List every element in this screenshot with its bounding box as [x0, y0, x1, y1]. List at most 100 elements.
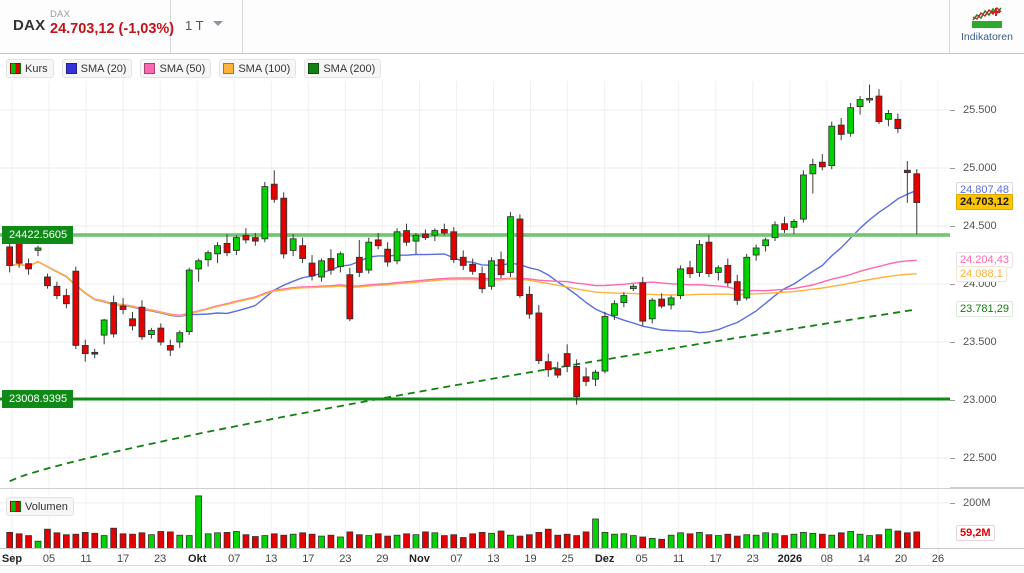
candle — [100, 318, 108, 345]
timeframe-label: 1 T — [185, 18, 204, 33]
legend-item-kurs[interactable]: Kurs — [6, 59, 54, 78]
volume-bar — [261, 535, 269, 549]
legend-item-sma-100[interactable]: SMA (100) — [219, 59, 297, 78]
candle — [714, 265, 722, 281]
last-price-badge[interactable]: 24.703,12 — [956, 194, 1013, 211]
volume-bar — [299, 532, 307, 549]
time-axis-label: 29 — [376, 553, 389, 565]
volume-bar — [25, 535, 32, 549]
candle — [318, 258, 325, 282]
legend-item-sma-20[interactable]: SMA (20) — [61, 59, 133, 78]
time-axis-label: 07 — [228, 553, 241, 565]
candle — [53, 281, 61, 300]
volume-bar — [450, 534, 458, 549]
time-gridline — [493, 549, 495, 573]
volume-bar — [535, 532, 543, 549]
volume-bar — [592, 518, 599, 549]
symbol-cell[interactable]: DAX DAX 24.703,12 (-1,03%) — [0, 0, 174, 53]
price-tick — [950, 342, 955, 343]
candle — [289, 234, 297, 257]
legend-label: Kurs — [25, 62, 48, 75]
candle — [837, 118, 845, 141]
volume-legend-item[interactable]: Volumen — [6, 497, 74, 516]
candle — [658, 293, 666, 309]
volume-bar — [204, 533, 212, 549]
sma-line-100 — [9, 261, 917, 317]
volume-bar — [280, 534, 288, 549]
candle — [176, 330, 184, 348]
time-gridline — [678, 549, 680, 573]
time-gridline — [567, 549, 569, 573]
volume-bar — [223, 532, 231, 549]
price-axis[interactable]: 25.500 25.000 24.500 24.000 23.500 23.000 22.5… — [950, 81, 1024, 488]
legend-item-sma-200[interactable]: SMA (200) — [304, 59, 382, 78]
sma200-value-badge[interactable]: 23.781,29 — [956, 301, 1013, 318]
volume-bar — [412, 534, 420, 549]
price-tick-label: 24.500 — [963, 220, 997, 232]
candle — [412, 232, 420, 254]
timeframe-selector[interactable]: 1 T — [171, 0, 243, 53]
volume-bar — [81, 532, 89, 549]
volume-bar — [308, 533, 316, 549]
last-volume-badge[interactable]: 59,2M — [956, 525, 995, 541]
volume-bar — [469, 533, 477, 549]
candle — [828, 121, 836, 170]
volume-bar — [129, 533, 136, 549]
time-gridline — [456, 549, 458, 573]
volume-bar — [904, 532, 911, 549]
volume-bar — [422, 531, 429, 549]
volume-bar — [185, 535, 193, 549]
support-line-label[interactable]: 23008.9395 — [2, 389, 74, 408]
time-gridline — [12, 549, 13, 573]
price-tick — [950, 226, 955, 227]
time-axis-label: 23 — [746, 553, 759, 565]
volume-axis[interactable]: 200M 59,2M — [950, 488, 1024, 549]
candle — [44, 273, 51, 289]
sma100-value-badge[interactable]: 24.088,1 — [956, 265, 1007, 282]
price-tick — [950, 168, 955, 169]
volume-bar — [544, 528, 552, 549]
time-axis-label: 17 — [116, 553, 130, 565]
time-gridline — [900, 549, 902, 573]
volume-bar — [119, 533, 127, 549]
candle — [563, 344, 571, 373]
time-gridline — [197, 549, 199, 573]
volume-bar — [696, 532, 703, 549]
candle — [743, 253, 751, 301]
time-axis-label: 23 — [154, 553, 167, 565]
candle — [507, 212, 514, 278]
indicators-button[interactable]: Indikatoren — [950, 0, 1024, 53]
time-gridline — [715, 549, 717, 573]
legend-swatch — [65, 63, 77, 74]
candle — [251, 232, 259, 246]
legend-item-sma-50[interactable]: SMA (50) — [140, 59, 212, 78]
volume-bar — [715, 535, 722, 549]
candle — [620, 292, 628, 308]
price-tick-label: 25.500 — [963, 104, 997, 116]
volume-bar — [63, 534, 70, 549]
resistance-line-label[interactable]: 24422.5605 — [2, 225, 74, 244]
time-gridline — [419, 549, 421, 573]
volume-bar — [166, 531, 174, 549]
volume-legend-label: Volumen — [25, 500, 68, 513]
volume-bar — [611, 533, 618, 549]
volume-bar — [677, 532, 684, 549]
candle — [110, 295, 118, 338]
candle — [629, 284, 637, 291]
indicator-chart-icon — [972, 6, 1002, 28]
volume-bar — [875, 534, 883, 549]
volume-bar — [440, 535, 448, 549]
time-axis-label: 23 — [339, 553, 352, 565]
candle — [847, 103, 855, 137]
time-gridline — [345, 549, 347, 573]
candle — [148, 328, 155, 339]
volume-chart-pane[interactable] — [0, 488, 951, 549]
candle — [393, 228, 401, 265]
legend-swatch — [10, 63, 21, 74]
volume-bar — [705, 534, 713, 549]
volume-bar — [478, 532, 486, 549]
legend-swatch — [223, 63, 235, 74]
time-axis-label: 26 — [931, 553, 945, 565]
legend-label: SMA (50) — [159, 62, 206, 75]
